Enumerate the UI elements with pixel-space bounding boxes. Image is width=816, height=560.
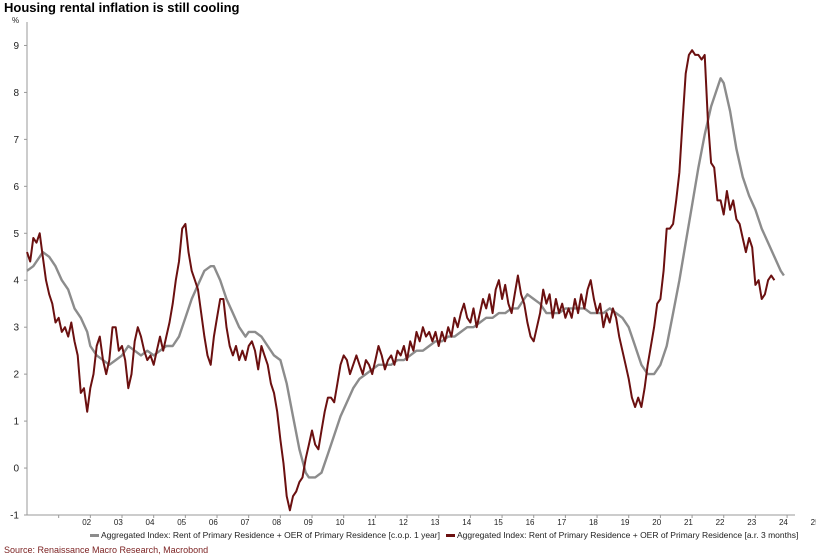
x-tick-label: 04 (146, 518, 155, 527)
legend-label-yoy: Aggregated Index: Rent of Primary Reside… (101, 530, 440, 540)
chart-title: Housing rental inflation is still coolin… (4, 0, 240, 15)
x-tick-label: 03 (114, 518, 123, 527)
legend-item-yoy: Aggregated Index: Rent of Primary Reside… (90, 530, 440, 540)
x-tick-label: 07 (241, 518, 250, 527)
x-tick-label: 23 (747, 518, 756, 527)
x-tick-label: 11 (368, 518, 377, 527)
legend: Aggregated Index: Rent of Primary Reside… (90, 530, 798, 540)
x-tick-label: 20 (652, 518, 661, 527)
y-tick-label: 8 (13, 88, 19, 99)
y-unit-label: % (12, 16, 20, 25)
y-tick-label: 9 (13, 41, 19, 52)
x-tick-label: 22 (716, 518, 725, 527)
x-tick-label: 14 (462, 518, 471, 527)
y-tick-label: 0 (13, 464, 19, 475)
y-tick-label: 4 (13, 276, 19, 287)
y-tick-label: -1 (10, 511, 19, 522)
y-tick-label: 5 (13, 229, 19, 240)
source-note: Source: Renaissance Macro Research, Macr… (4, 545, 209, 555)
x-tick-label: 25 (811, 518, 816, 527)
x-tick-label: 06 (209, 518, 218, 527)
legend-item-3m: Aggregated Index: Rent of Primary Reside… (445, 530, 799, 540)
x-tick-label: 08 (272, 518, 281, 527)
legend-label-3m: Aggregated Index: Rent of Primary Reside… (456, 530, 799, 540)
x-tick-label: 19 (621, 518, 630, 527)
x-tick-label: 12 (399, 518, 408, 527)
y-tick-label: 3 (13, 323, 19, 334)
y-tick-label: 7 (13, 135, 19, 146)
series-line-yoy (26, 77, 785, 479)
x-tick-label: 09 (304, 518, 313, 527)
series-line-3m (26, 49, 776, 512)
x-tick-label: 16 (526, 518, 535, 527)
x-tick-label: 18 (589, 518, 598, 527)
x-tick-label: 10 (336, 518, 345, 527)
x-tick-label: 17 (557, 518, 566, 527)
x-tick-label: 13 (431, 518, 440, 527)
x-tick-label: 02 (82, 518, 91, 527)
legend-swatch-yoy (90, 533, 99, 537)
x-tick-label: 24 (779, 518, 788, 527)
x-tick-label: 05 (177, 518, 186, 527)
y-tick-label: 1 (13, 417, 19, 428)
y-tick-label: 2 (13, 370, 19, 381)
x-tick-label: 15 (494, 518, 503, 527)
legend-swatch-3m (445, 533, 455, 537)
x-tick-label: 21 (684, 518, 693, 527)
y-tick-label: 6 (13, 182, 19, 193)
